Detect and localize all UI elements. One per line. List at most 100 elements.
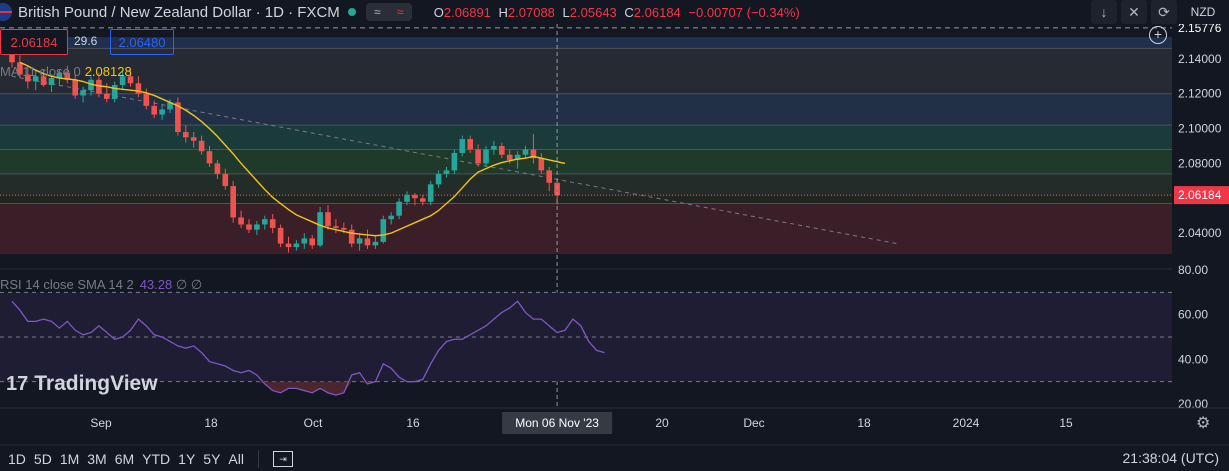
candle-body-64: [514, 154, 521, 160]
ma-legend[interactable]: MA 11 close 0 2.08128: [0, 64, 132, 79]
candle-body-65: [522, 149, 529, 155]
candle-body-59: [475, 149, 481, 164]
collapse-icon[interactable]: ✕: [1121, 0, 1147, 24]
candle-body-20: [167, 102, 173, 110]
rsi-legend-v2: ∅: [175, 277, 188, 292]
down-arrow-icon[interactable]: ↓: [1091, 0, 1117, 24]
tradingview-logo-icon: 17: [6, 372, 29, 395]
candle-body-66: [530, 149, 537, 159]
candle-body-3: [32, 76, 39, 82]
range-5y[interactable]: 5Y: [203, 450, 221, 467]
candle-body-47: [380, 219, 387, 242]
time-tick-6: 18: [857, 416, 871, 430]
candle-body-37: [301, 238, 308, 244]
gbp-nzd-flag-icon: [0, 3, 12, 21]
gear-icon[interactable]: ⚙: [1196, 415, 1211, 432]
range-6m[interactable]: 6M: [114, 450, 135, 467]
price-zone-7: [0, 203, 1172, 255]
candle-body-1: [17, 62, 23, 75]
time-tick-2: Oct: [304, 416, 323, 430]
price-axis-bg: [1172, 24, 1229, 410]
range-1d[interactable]: 1D: [8, 450, 26, 467]
sell-price-button[interactable]: 2.06184: [0, 29, 68, 55]
spread-value: 29.6: [74, 34, 98, 48]
candle-body-29: [238, 217, 244, 225]
range-all[interactable]: All: [228, 450, 244, 467]
compare-toggle[interactable]: ≈ ≈: [365, 3, 412, 21]
candle-body-32: [262, 219, 268, 225]
symbol-title[interactable]: British Pound / New Zealand Dollar · 1D …: [18, 3, 340, 21]
candle-body-67: [538, 158, 545, 171]
candle-body-57: [459, 139, 466, 153]
candle-body-43: [348, 229, 355, 244]
time-tick-0: Sep: [90, 416, 112, 430]
close-value: 2.06184: [633, 4, 681, 20]
toggle-a-icon: ≈: [373, 5, 381, 19]
rsi-legend[interactable]: RSI 14 close SMA 14 2 43.28 ∅ ∅: [0, 277, 202, 293]
currency-selector[interactable]: NZD: [1177, 0, 1229, 24]
range-5d[interactable]: 5D: [33, 450, 52, 467]
range-separator: [257, 449, 259, 468]
tradingview-logo-text: TradingView: [34, 372, 158, 395]
buy-price-button[interactable]: 2.06480: [110, 29, 174, 55]
ma-line: [19, 61, 566, 237]
time-tick-3: 16: [406, 416, 420, 430]
candle-body-28: [230, 186, 236, 218]
rsi-legend-value: 43.28: [139, 277, 173, 292]
candle-body-54: [435, 173, 442, 185]
candle-body-42: [341, 227, 347, 230]
price-tick-3: 2.08000: [1178, 156, 1222, 170]
range-3m[interactable]: 3M: [87, 450, 107, 467]
candle-body-25: [206, 151, 213, 164]
candle-body-16: [135, 83, 142, 94]
candle-body-15: [127, 76, 134, 84]
rsi-legend-label: RSI 14 close SMA 14 2: [0, 277, 134, 292]
market-open-icon: [347, 8, 356, 16]
range-ytd[interactable]: YTD: [142, 450, 171, 467]
candle-body-63: [506, 154, 513, 160]
candle-body-40: [325, 212, 331, 227]
open-value: 2.06891: [443, 4, 491, 20]
high-label: H: [498, 4, 508, 20]
candle-body-52: [420, 198, 426, 202]
refresh-icon[interactable]: ⟳: [1151, 0, 1177, 24]
candle-body-2: [25, 74, 31, 82]
candle-body-10: [88, 79, 94, 91]
candle-body-27: [222, 173, 229, 187]
candle-body-61: [491, 146, 497, 150]
price-zone-4: [0, 149, 1172, 174]
price-tick-2: 2.10000: [1178, 122, 1222, 136]
candle-body-60: [483, 149, 489, 164]
candle-body-55: [443, 170, 450, 174]
time-tick-5: Dec: [743, 416, 764, 430]
time-tick-7: 2024: [953, 416, 980, 430]
candle-body-44: [356, 238, 363, 244]
range-1m[interactable]: 1M: [59, 450, 80, 467]
candle-body-34: [277, 227, 284, 244]
candle-body-23: [190, 137, 197, 141]
top-price-label: 2.15776: [1178, 21, 1222, 35]
candle-body-0: [9, 53, 15, 63]
low-label: L: [562, 4, 570, 20]
price-zone-6: [0, 196, 1172, 204]
candle-body-9: [80, 90, 86, 96]
candle-body-35: [285, 243, 292, 248]
candle-body-22: [183, 132, 189, 138]
rsi-legend-v3: ∅: [190, 277, 203, 292]
add-plus-icon[interactable]: +: [1149, 26, 1167, 44]
change-value: −0.00707 (−0.34%): [688, 4, 800, 20]
price-tick-1: 2.12000: [1178, 87, 1222, 101]
rsi-tick-2: 40.00: [1178, 352, 1208, 366]
crosshair-date-badge: [502, 412, 613, 434]
price-zone-0: [0, 37, 1172, 49]
candle-body-39: [317, 212, 323, 246]
candle-body-50: [404, 194, 410, 202]
candle-body-30: [246, 224, 252, 230]
chart-toolbar: ↓ ✕ ⟳: [1091, 0, 1177, 24]
calendar-range-icon[interactable]: ⇥: [272, 450, 293, 467]
candle-body-6: [56, 72, 63, 79]
high-value: 2.07088: [507, 4, 555, 20]
clock: 21:38:04 (UTC): [1122, 450, 1219, 466]
range-1y[interactable]: 1Y: [178, 450, 196, 467]
